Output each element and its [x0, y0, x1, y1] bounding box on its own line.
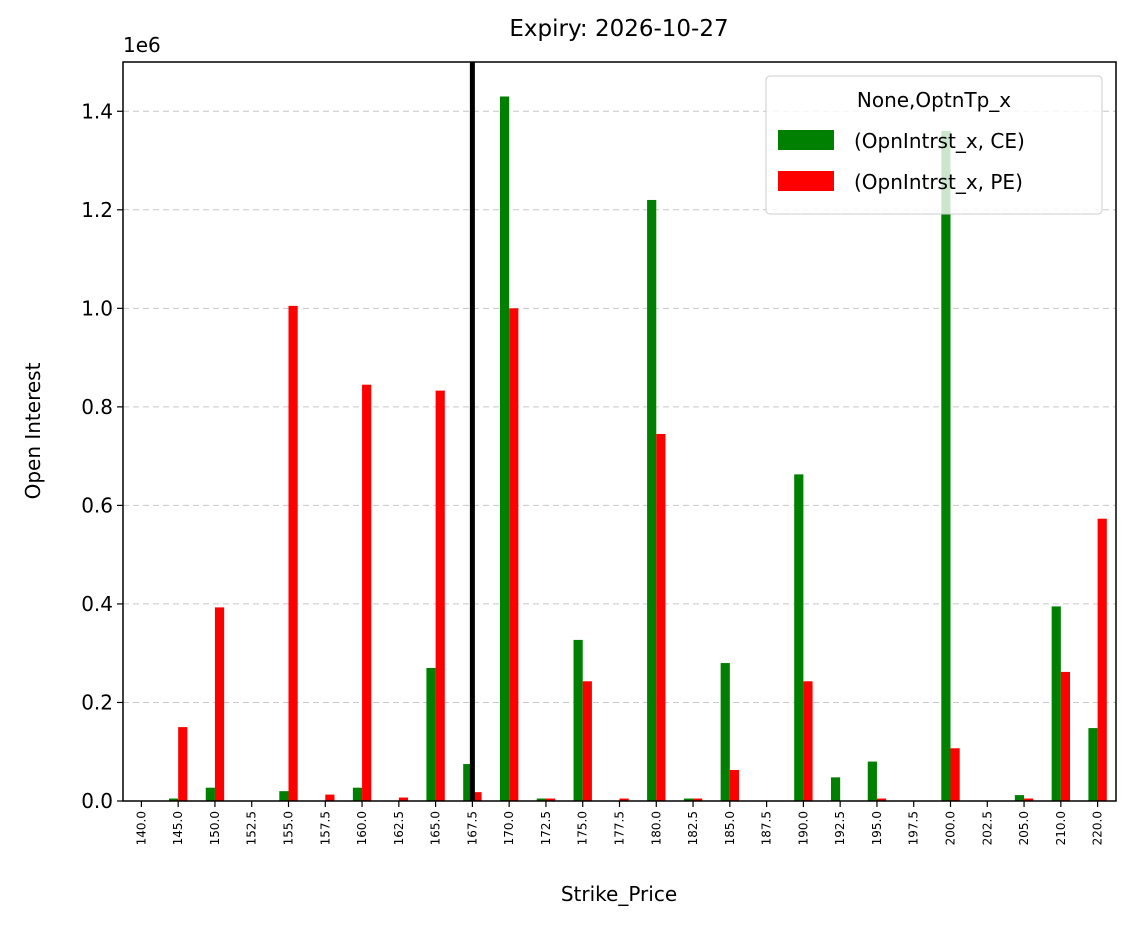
- chart-title: Expiry: 2026-10-27: [509, 16, 728, 42]
- x-tick-label: 195.0: [870, 811, 884, 845]
- y-tick-label: 0.6: [81, 493, 113, 517]
- bar: [876, 798, 887, 801]
- axis-offset-label: 1e6: [123, 33, 161, 57]
- legend-swatch: [778, 171, 834, 191]
- bar: [1024, 798, 1034, 801]
- bar: [1051, 606, 1061, 801]
- bar: [499, 96, 510, 801]
- x-tick-label: 190.0: [796, 811, 810, 845]
- bar: [656, 433, 666, 801]
- legend-label: (OpnIntrst_x, CE): [854, 129, 1025, 153]
- bar: [647, 199, 657, 802]
- bar: [205, 787, 215, 801]
- y-tick-label: 1.2: [81, 198, 113, 222]
- bar: [1097, 518, 1107, 801]
- x-tick-label: 205.0: [1017, 811, 1031, 845]
- bar: [279, 791, 289, 801]
- bar: [729, 769, 740, 801]
- bar: [168, 798, 179, 801]
- bar: [536, 798, 546, 801]
- x-tick-label: 177.5: [613, 811, 627, 845]
- bar: [794, 474, 804, 801]
- bar: [830, 777, 841, 801]
- bar: [435, 390, 445, 801]
- x-tick-label: 185.0: [723, 811, 737, 845]
- y-tick-label: 1.0: [81, 296, 113, 320]
- bar: [582, 681, 592, 801]
- legend-title: None,OptnTp_x: [857, 88, 1011, 112]
- bar: [941, 130, 951, 801]
- x-tick-label: 172.5: [539, 811, 553, 845]
- x-tick-label: 165.0: [429, 811, 443, 845]
- x-tick-label: 182.5: [686, 811, 700, 845]
- bar: [803, 681, 813, 801]
- legend-label: (OpnIntrst_x, PE): [854, 170, 1023, 194]
- bar: [288, 305, 298, 801]
- bar: [573, 639, 583, 801]
- bar: [214, 607, 225, 801]
- y-tick-label: 0.2: [81, 690, 113, 714]
- bar: [683, 798, 694, 801]
- y-tick-label: 0.0: [81, 789, 113, 813]
- legend-box: [765, 75, 1103, 215]
- x-tick-label: 140.0: [134, 811, 148, 845]
- x-tick-label: 157.5: [318, 811, 332, 845]
- bar: [509, 308, 519, 801]
- legend-swatch: [778, 130, 834, 150]
- bar: [325, 794, 335, 801]
- y-axis-label: Open Interest: [21, 362, 45, 499]
- x-axis-label: Strike_Price: [561, 882, 677, 906]
- x-tick-label: 210.0: [1054, 811, 1068, 845]
- x-tick-label: 150.0: [208, 811, 222, 845]
- x-tick-label: 202.5: [980, 811, 994, 845]
- x-tick-label: 162.5: [392, 811, 406, 845]
- y-tick-label: 1.4: [81, 99, 113, 123]
- bar: [463, 764, 473, 801]
- bar: [398, 797, 409, 801]
- x-tick-label: 160.0: [355, 811, 369, 845]
- x-tick-label: 145.0: [171, 811, 185, 845]
- y-tick-label: 0.4: [81, 592, 113, 616]
- bar: [619, 798, 629, 801]
- bar: [867, 761, 877, 801]
- bar: [545, 798, 556, 801]
- x-tick-label: 155.0: [282, 811, 296, 845]
- x-tick-label: 192.5: [833, 811, 847, 845]
- plot-frame: [122, 61, 1117, 802]
- x-tick-label: 200.0: [944, 811, 958, 845]
- bar: [426, 667, 436, 801]
- bar: [178, 727, 188, 801]
- x-tick-label: 180.0: [649, 811, 663, 845]
- x-tick-label: 167.5: [465, 811, 479, 845]
- x-tick-label: 170.0: [502, 811, 516, 845]
- bar: [950, 748, 960, 801]
- bar: [1014, 795, 1025, 801]
- bar: [472, 792, 482, 801]
- x-tick-label: 220.0: [1091, 811, 1105, 845]
- y-tick-label: 0.8: [81, 395, 113, 419]
- x-tick-label: 175.0: [576, 811, 590, 845]
- x-tick-label: 152.5: [245, 811, 259, 845]
- bar: [1088, 728, 1098, 801]
- x-tick-label: 187.5: [760, 811, 774, 845]
- bar: [362, 384, 372, 801]
- x-tick-label: 197.5: [907, 811, 921, 845]
- bar: [352, 787, 363, 801]
- bar: [720, 663, 730, 801]
- bar: [693, 798, 703, 801]
- bar: [1060, 671, 1071, 801]
